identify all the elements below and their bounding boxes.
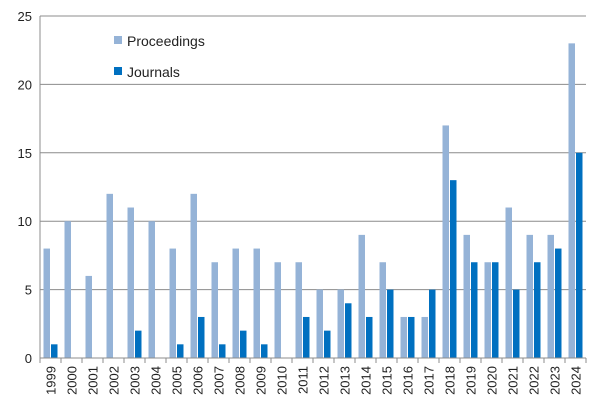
bar-proceedings-2023	[547, 234, 554, 358]
bar-proceedings-2019	[463, 234, 470, 358]
bar-journals-2011	[303, 316, 310, 358]
bar-proceedings-2024	[568, 43, 575, 359]
gridlines	[40, 15, 586, 291]
x-tick-label-1999: 1999	[44, 366, 59, 395]
x-tick-label-2022: 2022	[527, 366, 542, 395]
y-tick-label-10: 10	[18, 214, 32, 229]
x-tick-label-2017: 2017	[422, 366, 437, 395]
bar-proceedings-2000	[64, 221, 71, 358]
axes	[39, 16, 587, 363]
y-tick-label-0: 0	[25, 351, 32, 366]
legend-label-journals: Journals	[127, 64, 180, 80]
bar-proceedings-2010	[274, 262, 281, 358]
bar-journals-2014	[366, 316, 373, 358]
x-tick-label-2023: 2023	[548, 366, 563, 395]
x-tick-label-2010: 2010	[275, 366, 290, 395]
y-tick-label-25: 25	[18, 9, 32, 24]
y-tick-label-15: 15	[18, 146, 32, 161]
bar-journals-2012	[324, 330, 331, 358]
bar-proceedings-2011	[295, 262, 302, 358]
bar-journals-2016	[408, 316, 415, 358]
x-tick-label-2006: 2006	[191, 366, 206, 395]
bar-proceedings-2002	[106, 193, 113, 358]
legend: Proceedings Journals	[114, 33, 205, 80]
bar-proceedings-2004	[148, 221, 155, 358]
bar-journals-2022	[534, 262, 541, 358]
x-tick-label-2011: 2011	[296, 366, 311, 394]
x-tick-label-2007: 2007	[212, 366, 227, 395]
x-tick-label-2001: 2001	[86, 366, 101, 395]
legend-swatch-journals	[114, 67, 122, 75]
bar-proceedings-2017	[421, 316, 428, 358]
bar-proceedings-2008	[232, 248, 239, 358]
bar-journals-2023	[555, 248, 562, 358]
x-tick-label-2000: 2000	[65, 366, 80, 395]
bar-journals-2020	[492, 262, 499, 358]
bar-journals-2021	[513, 289, 520, 358]
bar-proceedings-2022	[526, 234, 533, 358]
bar-proceedings-2020	[484, 262, 491, 358]
bar-proceedings-2009	[253, 248, 260, 358]
bar-journals-2007	[219, 344, 226, 358]
bar-proceedings-2016	[400, 316, 407, 358]
x-tick-label-2008: 2008	[233, 366, 248, 395]
bar-journals-2017	[429, 289, 436, 358]
x-tick-label-2004: 2004	[149, 366, 164, 395]
bar-proceedings-2007	[211, 262, 218, 358]
x-tick-label-2016: 2016	[401, 366, 416, 395]
y-axis-ticks: 0 5 10 15 20 25	[18, 9, 32, 366]
x-tick-label-2018: 2018	[443, 366, 458, 395]
bar-proceedings-2001	[85, 275, 92, 358]
x-tick-label-2014: 2014	[359, 366, 374, 395]
bar-proceedings-2003	[127, 207, 134, 358]
legend-swatch-proceedings	[114, 36, 122, 44]
bar-proceedings-2012	[316, 289, 323, 358]
bar-proceedings-2015	[379, 262, 386, 358]
x-tick-label-2003: 2003	[128, 366, 143, 395]
bars	[43, 43, 583, 359]
legend-label-proceedings: Proceedings	[127, 33, 205, 49]
bar-journals-2003	[135, 330, 142, 358]
x-tick-label-2013: 2013	[338, 366, 353, 395]
x-tick-label-2020: 2020	[485, 366, 500, 395]
x-tick-label-2019: 2019	[464, 366, 479, 395]
y-tick-label-20: 20	[18, 77, 32, 92]
bar-proceedings-2013	[337, 289, 344, 358]
bar-proceedings-2014	[358, 234, 365, 358]
x-tick-label-2024: 2024	[569, 366, 584, 395]
x-tick-label-2012: 2012	[317, 366, 332, 395]
x-tick-label-2009: 2009	[254, 366, 269, 395]
bar-journals-2013	[345, 303, 352, 358]
x-axis-ticks: 1999 2000 2001 2002 2003 2004 2005 2006 2007 2008…	[44, 366, 584, 395]
x-tick-label-2002: 2002	[107, 366, 122, 395]
y-tick-label-5: 5	[25, 283, 32, 298]
bar-proceedings-2018	[442, 125, 449, 358]
bar-proceedings-2005	[169, 248, 176, 358]
bar-proceedings-1999	[43, 248, 50, 358]
bar-journals-2024	[576, 152, 583, 358]
x-tick-label-2005: 2005	[170, 366, 185, 395]
bar-journals-2006	[198, 316, 205, 358]
bar-journals-2005	[177, 344, 184, 358]
bar-journals-2015	[387, 289, 394, 358]
bar-journals-2009	[261, 344, 268, 358]
bar-journals-2008	[240, 330, 247, 358]
x-tick-label-2015: 2015	[380, 366, 395, 395]
bar-journals-2019	[471, 262, 478, 358]
bar-proceedings-2021	[505, 207, 512, 358]
x-tick-label-2021: 2021	[506, 366, 521, 395]
bar-journals-2018	[450, 180, 457, 358]
bar-proceedings-2006	[190, 193, 197, 358]
bar-journals-1999	[51, 344, 58, 358]
